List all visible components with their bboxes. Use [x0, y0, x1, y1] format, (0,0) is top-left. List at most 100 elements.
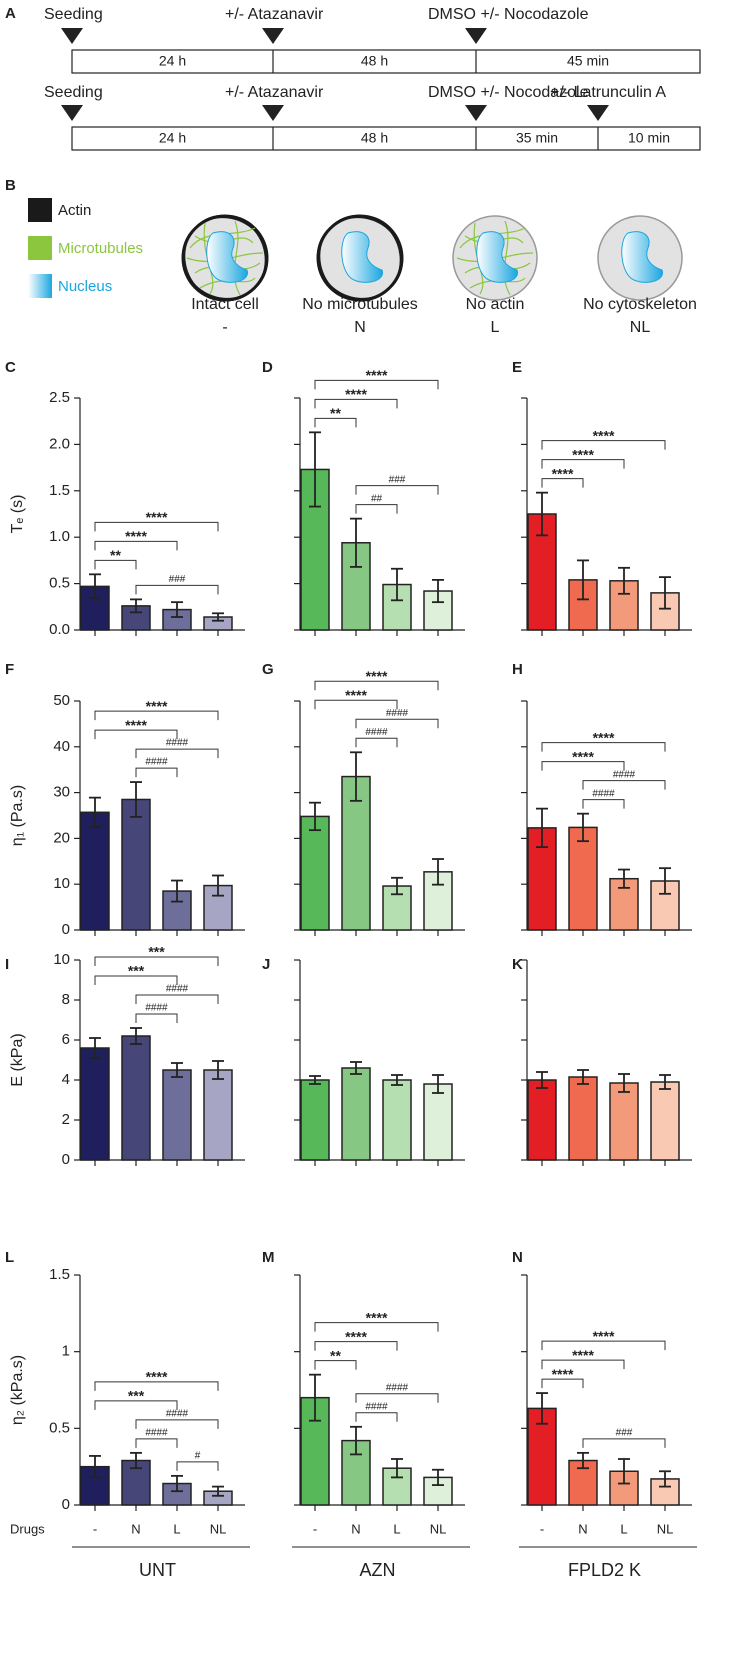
y-tick-label: 0 [62, 1496, 70, 1513]
y-tick-label: 10 [53, 875, 70, 892]
actin-fiber [181, 216, 269, 300]
significance-bracket [355, 737, 398, 748]
event-label: DMSO +/- Nocodazole [428, 84, 589, 101]
significance-label: **** [572, 446, 594, 462]
significance-label: **** [366, 1309, 388, 1325]
significance-label: **** [552, 465, 574, 481]
panel-label: L [5, 1249, 14, 1266]
cell-icon [452, 215, 538, 301]
significance-label: **** [146, 698, 168, 714]
significance-bracket [541, 761, 625, 771]
significance-bracket [314, 398, 398, 409]
significance-label: ### [389, 474, 406, 485]
significance-label: ** [330, 1347, 341, 1363]
legend-label: Actin [58, 202, 91, 219]
significance-bracket [314, 1322, 439, 1332]
significance-bracket [582, 1438, 666, 1448]
significance-bracket [541, 1378, 584, 1389]
x-tick-label: N [351, 1521, 360, 1536]
significance-label: **** [345, 1328, 367, 1344]
cell-icon [597, 215, 683, 301]
cell-code: N [354, 319, 366, 336]
significance-bracket [541, 1359, 625, 1370]
panel-label: G [262, 661, 274, 678]
panel-label: D [262, 359, 273, 376]
significance-bracket [94, 710, 219, 721]
cell-code: L [491, 319, 500, 336]
significance-label: #### [166, 1409, 189, 1420]
x-tick-label: - [93, 1521, 97, 1536]
interval-label: 35 min [516, 130, 558, 146]
bar [162, 1069, 192, 1161]
panel-label: K [512, 956, 523, 973]
significance-label: #### [166, 984, 189, 995]
y-tick-label: 2.0 [49, 435, 70, 452]
significance-bracket [355, 1393, 439, 1403]
y-tick-label: 30 [53, 784, 70, 801]
x-tick-label: NL [430, 1521, 447, 1536]
x-row-title: Drugs [10, 1521, 45, 1536]
cell-icon [181, 214, 269, 302]
significance-label: #### [386, 1382, 409, 1393]
nucleus [341, 231, 384, 283]
y-tick-label: 2.5 [49, 389, 70, 406]
significance-label: #### [145, 1003, 168, 1014]
y-tick-label: 1.5 [49, 1266, 70, 1283]
panel-label: A [5, 5, 16, 22]
y-tick-label: 0 [62, 1151, 70, 1168]
significance-label: #### [145, 1428, 168, 1439]
significance-label: **** [345, 386, 367, 402]
bar [80, 811, 110, 931]
significance-bracket [314, 417, 357, 428]
significance-label: ### [169, 574, 186, 585]
significance-bracket [541, 742, 666, 752]
cell-caption: No cytoskeleton [583, 296, 697, 313]
significance-label: **** [125, 717, 147, 733]
y-tick-label: 50 [53, 692, 70, 709]
significance-label: #### [592, 788, 615, 799]
bar [568, 1076, 598, 1161]
bar [341, 1067, 371, 1161]
y-tick-label: 1.0 [49, 528, 70, 545]
significance-bracket [355, 485, 439, 495]
significance-bracket [541, 440, 666, 450]
significance-label: #### [613, 769, 636, 780]
bar [527, 1079, 557, 1161]
significance-bracket [135, 584, 219, 595]
y-tick-label: 1.5 [49, 482, 70, 499]
significance-label: ** [110, 547, 121, 563]
significance-label: # [195, 1451, 201, 1462]
significance-bracket [94, 1400, 178, 1410]
significance-bracket [94, 975, 178, 985]
y-tick-label: 40 [53, 738, 70, 755]
significance-bracket [314, 680, 439, 691]
x-tick-label: L [173, 1521, 180, 1536]
significance-bracket [135, 748, 219, 759]
panel-label: E [512, 359, 522, 376]
event-marker [61, 105, 83, 121]
x-tick-label: NL [210, 1521, 227, 1536]
y-tick-label: 1 [62, 1343, 70, 1360]
significance-label: #### [365, 1401, 388, 1412]
event-label: Seeding [44, 84, 103, 101]
bar [80, 1047, 110, 1161]
significance-bracket [94, 729, 178, 740]
event-marker [465, 28, 487, 44]
panel-label: N [512, 1249, 523, 1266]
panel-label: J [262, 956, 270, 973]
interval-label: 24 h [159, 53, 186, 69]
significance-label: **** [593, 729, 615, 745]
significance-label: **** [593, 427, 615, 443]
bar [609, 1082, 639, 1161]
significance-label: *** [148, 944, 165, 960]
bar [121, 798, 151, 931]
panel-label: C [5, 359, 16, 376]
significance-label: **** [552, 1366, 574, 1382]
x-tick-label: NL [657, 1521, 674, 1536]
y-tick-label: 20 [53, 829, 70, 846]
event-marker [262, 28, 284, 44]
interval-label: 45 min [567, 53, 609, 69]
significance-bracket [94, 956, 219, 966]
